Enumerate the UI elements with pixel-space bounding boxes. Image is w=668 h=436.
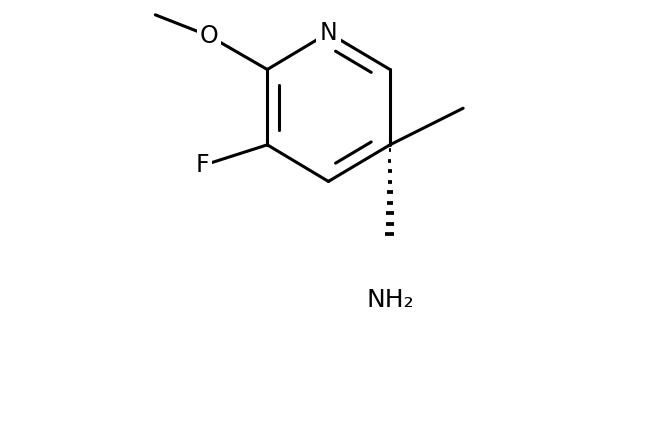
Text: O: O (200, 24, 218, 48)
Text: N: N (319, 21, 337, 45)
Text: NH₂: NH₂ (366, 288, 413, 312)
Text: F: F (196, 153, 210, 177)
